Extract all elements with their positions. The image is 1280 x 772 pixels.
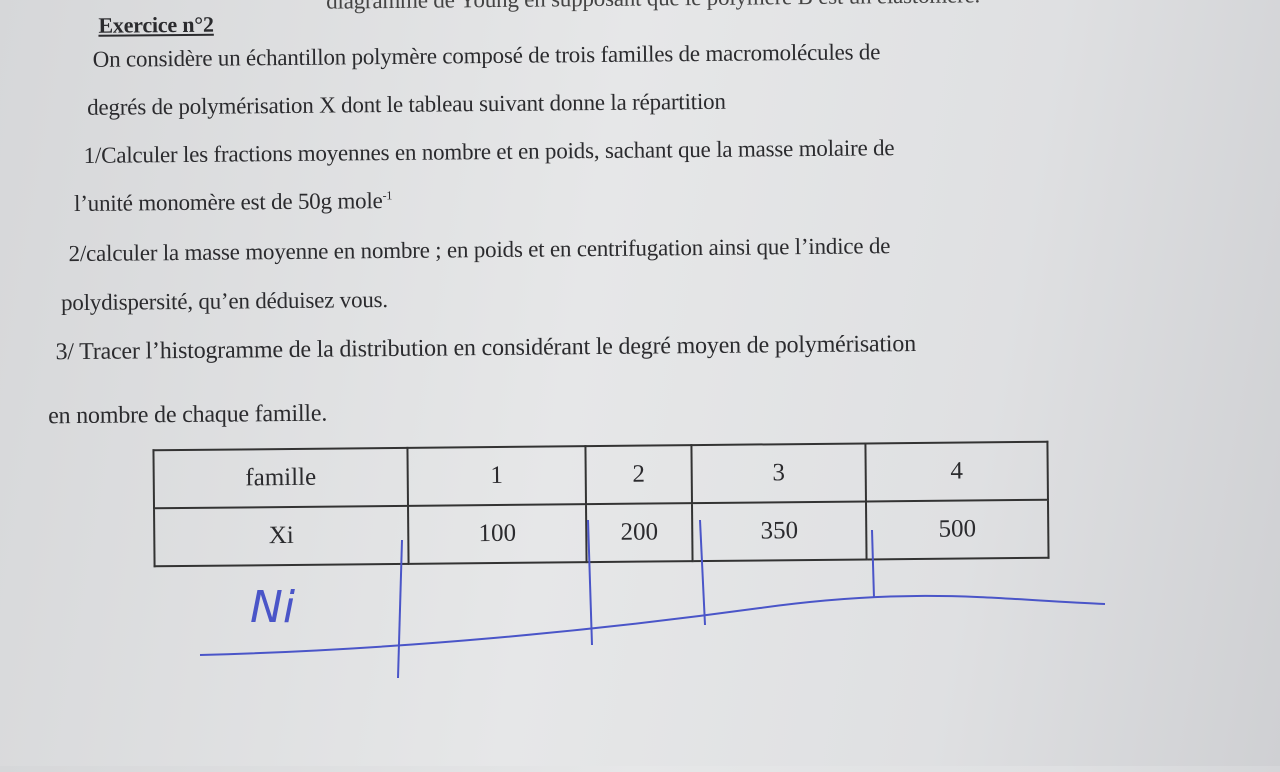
handwritten-divider xyxy=(397,539,403,679)
handwritten-ni-label: Ni xyxy=(250,582,296,633)
handwritten-divider xyxy=(699,519,706,626)
handwritten-lines xyxy=(199,519,1106,679)
handwritten-divider xyxy=(587,519,593,646)
handwritten-row-line xyxy=(199,594,1106,656)
handwritten-divider xyxy=(871,529,875,599)
